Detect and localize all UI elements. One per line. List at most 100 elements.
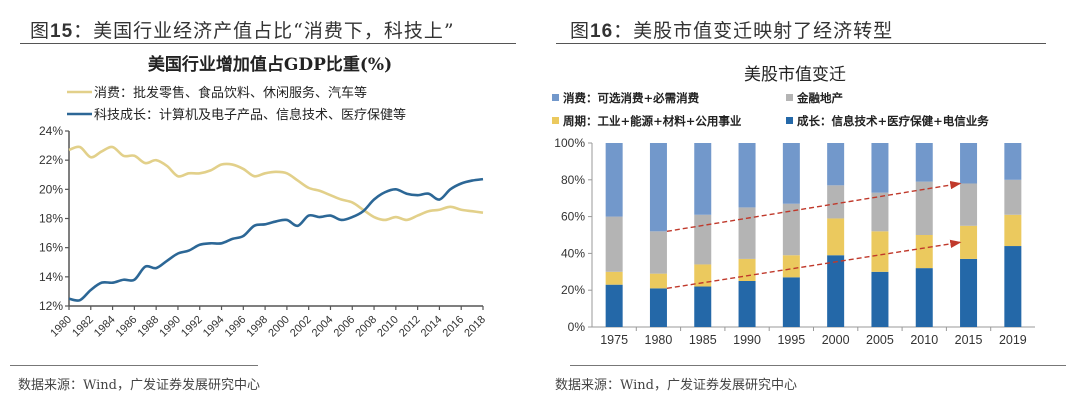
x-tick-label: 1990 — [157, 314, 183, 340]
bar-cyclical-segment — [738, 258, 756, 281]
bar-finance-segment — [782, 203, 800, 256]
data-source: 数据来源：Wind，广发证券发展研究中心 — [555, 378, 797, 393]
bar-consumption-segment — [827, 143, 845, 186]
bar-finance-segment — [827, 185, 845, 219]
bar-consumption-segment — [871, 143, 889, 193]
bar-cyclical-segment — [960, 225, 978, 259]
x-tick-label: 2000 — [266, 314, 292, 340]
x-tick-label: 2014 — [419, 314, 445, 340]
line-chart: 美国行业增加值占GDP比重(%) 消费：批发零售、食品饮料、休闲服务、汽车等科技成… — [39, 54, 488, 340]
bar-cyclical-segment — [649, 273, 667, 289]
bar-consumption-segment — [605, 143, 623, 217]
x-tick-label: 1980 — [48, 314, 74, 340]
x-tick-label: 2019 — [999, 333, 1027, 347]
legend-label: 成长：信息技术+医疗保健+电信业务 — [797, 114, 989, 128]
legend-swatch — [786, 94, 793, 101]
bar-consumption-segment — [738, 143, 756, 208]
x-tick-label: 2012 — [397, 314, 423, 340]
bar-consumption-segment — [782, 143, 800, 204]
legend-label: 科技成长：计算机及电子产品、信息技术、医疗保健等 — [94, 107, 406, 123]
x-tick-label: 2006 — [332, 314, 358, 340]
y-tick-label: 80% — [561, 173, 585, 187]
bar-cyclical-segment — [827, 218, 845, 256]
x-tick-label: 1975 — [600, 333, 628, 347]
y-tick-label: 24% — [39, 124, 63, 138]
legend-label: 消费：可选消费+必需消费 — [563, 91, 700, 105]
lower-trend-arrow — [666, 239, 962, 290]
figure-15-title: 图15：美国行业经济产值占比“消费下，科技上” — [30, 16, 455, 43]
bar-finance-segment — [1004, 179, 1022, 215]
bar-consumption-segment — [960, 143, 978, 184]
legend-swatch — [552, 94, 559, 101]
bar-cyclical-segment — [1004, 214, 1022, 247]
x-tick-label: 2004 — [310, 314, 336, 340]
title-divider — [556, 43, 1046, 44]
y-tick-label: 100% — [554, 136, 585, 150]
bar-finance-segment — [605, 216, 623, 272]
bar-growth-segment — [960, 258, 978, 327]
figure-label: 图 — [30, 20, 51, 42]
bar-growth-segment — [694, 286, 712, 327]
bar-growth-segment — [915, 268, 933, 327]
chart-title: 美国行业增加值占GDP比重(%) — [148, 54, 392, 75]
bar-cyclical-segment — [782, 255, 800, 278]
chart-title: 美股市值变迁 — [744, 65, 846, 85]
y-tick-label: 12% — [39, 299, 63, 313]
y-tick-label: 14% — [39, 270, 63, 284]
x-tick-label: 1990 — [733, 333, 761, 347]
figure-title-text: ：美股市值变迁映射了经济转型 — [613, 20, 894, 42]
figure-16-title: 图16：美股市值变迁映射了经济转型 — [570, 16, 893, 43]
x-tick-label: 1982 — [70, 314, 96, 340]
bar-consumption-segment — [649, 143, 667, 232]
legend-label: 消费：批发零售、食品饮料、休闲服务、汽车等 — [94, 85, 367, 101]
x-tick-label: 1994 — [201, 314, 227, 340]
x-tick-label: 1992 — [179, 314, 205, 340]
bar-growth-segment — [1004, 246, 1022, 327]
figure-15-panel: 图15：美国行业经济产值占比“消费下，科技上” 美国行业增加值占GDP比重(%)… — [10, 16, 516, 393]
data-source: 数据来源：Wind，广发证券发展研究中心 — [18, 378, 260, 393]
figure-label: 图 — [570, 20, 591, 42]
y-tick-label: 20% — [561, 283, 585, 297]
x-tick-label: 2015 — [955, 333, 983, 347]
bar-finance-segment — [649, 231, 667, 274]
figure-16-panel: 图16：美股市值变迁映射了经济转型 美股市值变迁 消费：可选消费+必需消费 金融地产… — [540, 0, 1080, 402]
bar-growth-segment — [827, 255, 845, 327]
bar-growth-segment — [782, 277, 800, 327]
y-tick-label: 18% — [39, 212, 63, 226]
bar-growth-segment — [871, 271, 889, 327]
source-divider — [570, 365, 1066, 366]
x-tick-label: 2008 — [353, 314, 379, 340]
x-tick-label: 1986 — [114, 314, 140, 340]
y-tick-label: 16% — [39, 241, 63, 255]
bar-growth-segment — [649, 288, 667, 327]
bar-finance-segment — [871, 192, 889, 232]
bar-cyclical-segment — [915, 235, 933, 269]
figure-number: 15 — [50, 21, 74, 42]
tech-growth-series-line — [68, 177, 484, 302]
bar-finance-segment — [960, 183, 978, 226]
bar-growth-segment — [738, 281, 756, 327]
x-tick-label: 1985 — [689, 333, 717, 347]
y-tick-label: 40% — [561, 246, 585, 260]
legend-swatch — [552, 117, 559, 124]
x-tick-label: 2005 — [866, 333, 894, 347]
figure-number: 16 — [590, 21, 614, 42]
x-tick-label: 2002 — [288, 314, 314, 340]
bar-cyclical-segment — [871, 231, 889, 272]
bar-consumption-segment — [694, 143, 712, 215]
bar-finance-segment — [738, 207, 756, 259]
x-tick-label: 2018 — [462, 314, 488, 340]
bar-consumption-segment — [915, 143, 933, 182]
x-tick-label: 1998 — [244, 314, 270, 340]
source-divider — [10, 365, 258, 366]
y-tick-label: 0% — [568, 320, 586, 334]
y-tick-label: 22% — [39, 153, 63, 167]
upper-trend-arrow — [666, 180, 962, 233]
x-tick-label: 1995 — [777, 333, 805, 347]
bar-cyclical-segment — [605, 271, 623, 285]
legend-label: 周期：工业+能源+材料+公用事业 — [563, 114, 742, 128]
x-tick-label: 2010 — [375, 314, 401, 340]
x-tick-label: 1980 — [645, 333, 673, 347]
x-tick-label: 2010 — [910, 333, 938, 347]
